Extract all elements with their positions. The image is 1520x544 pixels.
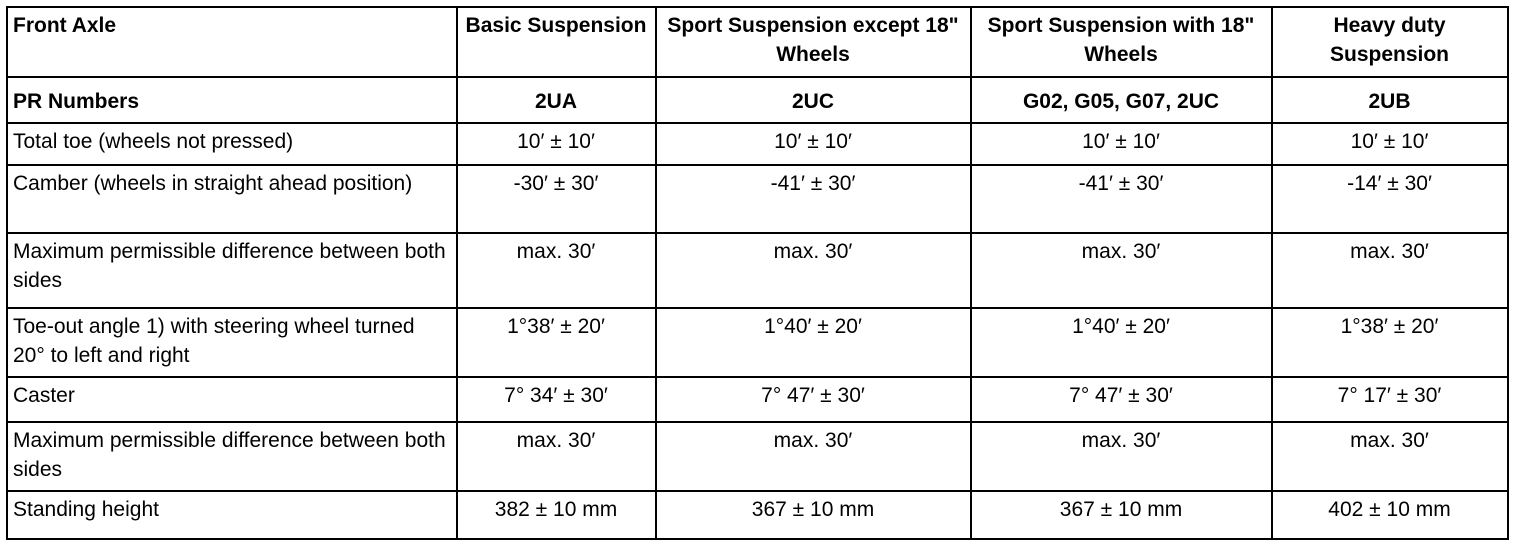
data-row: Maximum permissible difference between b… <box>6 232 1509 309</box>
cell: max. 30′ <box>1271 232 1509 309</box>
row-label: Maximum permissible difference between b… <box>6 421 458 492</box>
cell: 2UB <box>1271 76 1509 124</box>
cell: -41′ ± 30′ <box>655 164 972 234</box>
cell: 7° 47′ ± 30′ <box>655 376 972 423</box>
header-cell: Basic Suspension <box>456 6 657 78</box>
cell: 1°40′ ± 20′ <box>970 307 1273 378</box>
cell: 2UC <box>655 76 972 124</box>
cell: 7° 17′ ± 30′ <box>1271 376 1509 423</box>
data-row: Camber (wheels in straight ahead positio… <box>6 164 1509 234</box>
cell: 10′ ± 10′ <box>1271 122 1509 166</box>
row-label: Caster <box>6 376 458 423</box>
header-cell: Front Axle <box>6 6 458 78</box>
cell: 10′ ± 10′ <box>970 122 1273 166</box>
row-label: Toe-out angle 1) with steering wheel tur… <box>6 307 458 378</box>
header-cell: Sport Suspension except 18" Wheels <box>655 6 972 78</box>
cell: 402 ± 10 mm <box>1271 490 1509 540</box>
row-label: Maximum permissible difference between b… <box>6 232 458 309</box>
row-label: PR Numbers <box>6 76 458 124</box>
cell: G02, G05, G07, 2UC <box>970 76 1273 124</box>
cell: max. 30′ <box>456 232 657 309</box>
cell: 1°38′ ± 20′ <box>1271 307 1509 378</box>
cell: 367 ± 10 mm <box>655 490 972 540</box>
cell: -41′ ± 30′ <box>970 164 1273 234</box>
cell: max. 30′ <box>456 421 657 492</box>
cell: 382 ± 10 mm <box>456 490 657 540</box>
cell: 7° 34′ ± 30′ <box>456 376 657 423</box>
pr-row: PR Numbers 2UA 2UC G02, G05, G07, 2UC 2UB <box>6 76 1509 124</box>
data-row: Caster 7° 34′ ± 30′ 7° 47′ ± 30′ 7° 47′ ± 3… <box>6 376 1509 423</box>
data-row: Toe-out angle 1) with steering wheel tur… <box>6 307 1509 378</box>
cell: 2UA <box>456 76 657 124</box>
cell: 367 ± 10 mm <box>970 490 1273 540</box>
row-label: Camber (wheels in straight ahead positio… <box>6 164 458 234</box>
cell: 7° 47′ ± 30′ <box>970 376 1273 423</box>
alignment-table: Front Axle Basic Suspension Sport Suspensi… <box>6 6 1509 540</box>
data-row: Standing height 382 ± 10 mm 367 ± 10 mm 367… <box>6 490 1509 540</box>
cell: 1°38′ ± 20′ <box>456 307 657 378</box>
row-label: Total toe (wheels not pressed) <box>6 122 458 166</box>
cell: max. 30′ <box>970 421 1273 492</box>
cell: 10′ ± 10′ <box>655 122 972 166</box>
cell: max. 30′ <box>970 232 1273 309</box>
cell: 1°40′ ± 20′ <box>655 307 972 378</box>
data-row: Maximum permissible difference between b… <box>6 421 1509 492</box>
cell: 10′ ± 10′ <box>456 122 657 166</box>
cell: max. 30′ <box>655 421 972 492</box>
header-row: Front Axle Basic Suspension Sport Suspensi… <box>6 6 1509 78</box>
cell: -14′ ± 30′ <box>1271 164 1509 234</box>
header-cell: Heavy duty Suspension <box>1271 6 1509 78</box>
cell: max. 30′ <box>655 232 972 309</box>
cell: max. 30′ <box>1271 421 1509 492</box>
header-cell: Sport Suspension with 18" Wheels <box>970 6 1273 78</box>
data-row: Total toe (wheels not pressed) 10′ ± 10′ 1… <box>6 122 1509 166</box>
cell: -30′ ± 30′ <box>456 164 657 234</box>
row-label: Standing height <box>6 490 458 540</box>
